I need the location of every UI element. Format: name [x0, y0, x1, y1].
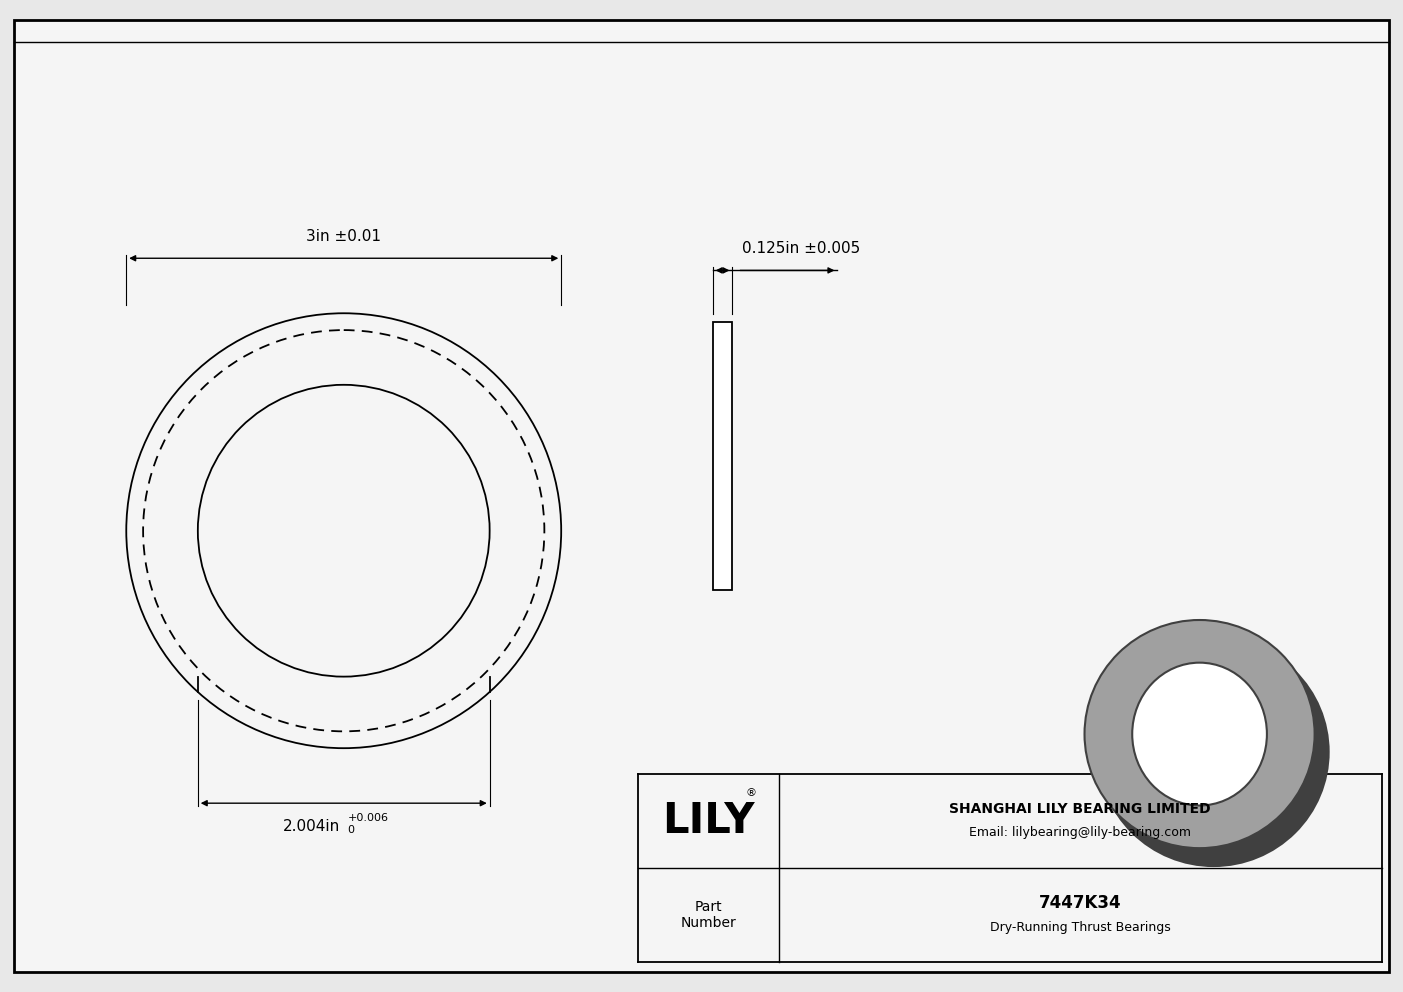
Text: Dry-Running Thrust Bearings: Dry-Running Thrust Bearings — [991, 921, 1170, 933]
Text: 3in ±0.01: 3in ±0.01 — [306, 229, 382, 244]
Text: 7447K34: 7447K34 — [1040, 894, 1121, 912]
Text: ®: ® — [745, 788, 756, 798]
Ellipse shape — [1085, 620, 1315, 848]
Text: Part
Number: Part Number — [680, 900, 737, 930]
Text: 0: 0 — [348, 825, 355, 835]
Text: 2.004in: 2.004in — [282, 819, 340, 834]
Text: LILY: LILY — [662, 800, 755, 842]
Ellipse shape — [1132, 663, 1267, 806]
Text: SHANGHAI LILY BEARING LIMITED: SHANGHAI LILY BEARING LIMITED — [950, 802, 1211, 815]
Text: 0.125in ±0.005: 0.125in ±0.005 — [742, 241, 860, 256]
Text: +0.006: +0.006 — [348, 813, 389, 823]
Text: Email: lilybearing@lily-bearing.com: Email: lilybearing@lily-bearing.com — [969, 826, 1191, 839]
Bar — [713, 322, 732, 590]
Ellipse shape — [1099, 638, 1329, 866]
Ellipse shape — [1146, 681, 1281, 823]
